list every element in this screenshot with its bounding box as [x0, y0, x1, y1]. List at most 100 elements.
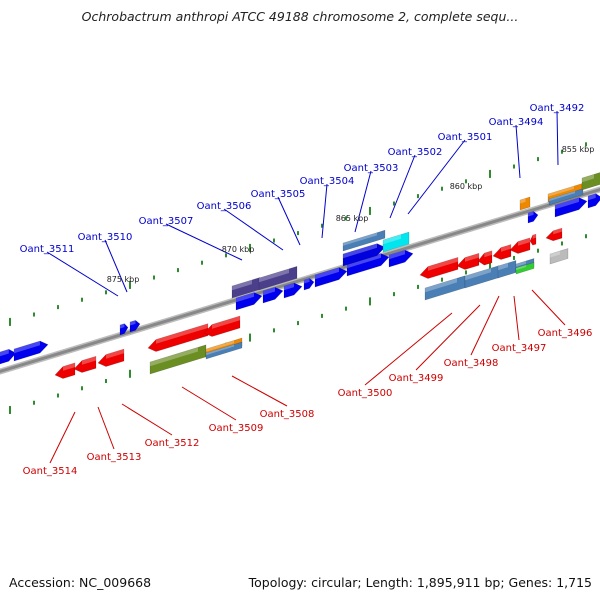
callout-oant-3510[interactable]: Oant_3510: [78, 232, 133, 293]
gene-label[interactable]: Oant_3497: [492, 343, 547, 354]
kbp-label: 855 kbp: [562, 145, 595, 154]
feature-forward[interactable]: [554, 195, 588, 218]
tick-dot: [369, 297, 371, 306]
tick-dot: [465, 179, 467, 184]
kbp-label: 865 kbp: [336, 214, 369, 223]
tick-dot: [441, 186, 443, 191]
gene-callouts: Oant_3511Oant_3510Oant_3507Oant_3506Oant…: [20, 103, 593, 477]
gene-label[interactable]: Oant_3499: [389, 373, 444, 384]
feature-reverse[interactable]: [477, 250, 493, 267]
callout-oant-3512[interactable]: Oant_3512: [121, 403, 200, 449]
feature-forward[interactable]: [262, 285, 284, 304]
callout-oant-3496[interactable]: Oant_3496: [531, 289, 593, 339]
tick-dot: [537, 248, 539, 253]
feature-reverse[interactable]: [419, 257, 459, 281]
feature-rna[interactable]: [382, 231, 410, 253]
gene-label[interactable]: Oant_3503: [344, 163, 399, 174]
feature-reverse[interactable]: [203, 315, 241, 339]
feature-reverse[interactable]: [492, 244, 512, 262]
callout-oant-3499[interactable]: Oant_3499: [389, 304, 481, 384]
feature-forward[interactable]: [342, 241, 386, 267]
tick-dot: [225, 253, 227, 258]
feature-rna[interactable]: [549, 248, 569, 265]
feature-rna[interactable]: [205, 341, 243, 360]
gene-label[interactable]: Oant_3509: [209, 423, 264, 434]
gene-label[interactable]: Oant_3504: [300, 176, 355, 187]
tick-dot: [321, 313, 323, 318]
gene-label[interactable]: Oant_3502: [388, 147, 443, 158]
gene-label[interactable]: Oant_3514: [23, 466, 78, 477]
feature-forward[interactable]: [119, 323, 129, 336]
feature-forward[interactable]: [235, 290, 263, 311]
tick-dot: [105, 290, 107, 295]
gene-label[interactable]: Oant_3494: [489, 117, 544, 128]
gene-label[interactable]: Oant_3496: [538, 328, 593, 339]
callout-oant-3503[interactable]: Oant_3503: [344, 163, 399, 233]
feature-forward[interactable]: [527, 210, 539, 224]
feature-rna[interactable]: [519, 196, 531, 211]
callout-oant-3505[interactable]: Oant_3505: [251, 189, 306, 246]
feature-forward[interactable]: [283, 280, 303, 299]
tick-dot: [81, 386, 83, 391]
feature-reverse[interactable]: [529, 233, 537, 246]
callout-oant-3492[interactable]: Oant_3492: [530, 103, 585, 166]
feature-forward[interactable]: [13, 339, 49, 362]
callout-oant-3511[interactable]: Oant_3511: [20, 244, 119, 297]
feature-forward[interactable]: [303, 277, 315, 291]
callout-oant-3494[interactable]: Oant_3494: [489, 117, 544, 179]
tick-dot: [513, 255, 515, 260]
callout-oant-3501[interactable]: Oant_3501: [407, 132, 493, 215]
tick-dot: [417, 284, 419, 289]
tick-dot: [321, 223, 323, 228]
feature-reverse[interactable]: [509, 237, 531, 256]
gene-label[interactable]: Oant_3507: [139, 216, 194, 227]
feature-rna[interactable]: [581, 171, 600, 191]
feature-forward[interactable]: [0, 347, 17, 365]
gene-label[interactable]: Oant_3500: [338, 388, 393, 399]
gene-label[interactable]: Oant_3510: [78, 232, 133, 243]
callout-oant-3508[interactable]: Oant_3508: [231, 375, 315, 420]
feature-rna[interactable]: [258, 266, 298, 291]
feature-reverse[interactable]: [54, 362, 76, 381]
feature-reverse[interactable]: [545, 227, 563, 243]
callout-oant-3509[interactable]: Oant_3509: [181, 386, 264, 434]
gene-label[interactable]: Oant_3511: [20, 244, 75, 255]
callout-oant-3506[interactable]: Oant_3506: [197, 201, 284, 251]
feature-rna[interactable]: [342, 229, 386, 252]
gene-label[interactable]: Oant_3513: [87, 452, 142, 463]
feature-forward[interactable]: [587, 192, 600, 209]
gene-label[interactable]: Oant_3498: [444, 358, 499, 369]
feature-reverse[interactable]: [456, 252, 480, 272]
gene-label[interactable]: Oant_3506: [197, 201, 252, 212]
tick-dot: [561, 241, 563, 246]
gene-label[interactable]: Oant_3505: [251, 189, 306, 200]
feature-rna[interactable]: [497, 260, 517, 279]
gene-label[interactable]: Oant_3508: [260, 409, 315, 420]
feature-reverse[interactable]: [97, 348, 125, 369]
gene-label[interactable]: Oant_3512: [145, 438, 200, 449]
feature-rna[interactable]: [515, 262, 535, 275]
callout-oant-3504[interactable]: Oant_3504: [300, 176, 355, 239]
callout-oant-3497[interactable]: Oant_3497: [492, 295, 547, 354]
feature-rna[interactable]: [464, 265, 500, 289]
tick-dot: [441, 277, 443, 282]
callout-oant-3514[interactable]: Oant_3514: [23, 411, 78, 477]
tick-dot: [345, 216, 347, 221]
tick-dot: [513, 164, 515, 169]
feature-rna[interactable]: [548, 188, 584, 206]
feature-reverse[interactable]: [147, 323, 209, 354]
callout-oant-3500[interactable]: Oant_3500: [338, 312, 453, 399]
gene-label[interactable]: Oant_3492: [530, 103, 585, 114]
callout-oant-3498[interactable]: Oant_3498: [444, 295, 500, 369]
tick-dot: [249, 333, 251, 342]
callout-oant-3502[interactable]: Oant_3502: [388, 147, 443, 219]
chromosome-backbone: [0, 186, 600, 375]
gene-label[interactable]: Oant_3501: [438, 132, 493, 143]
feature-forward[interactable]: [314, 265, 348, 288]
callout-oant-3513[interactable]: Oant_3513: [87, 406, 142, 463]
callout-oant-3507[interactable]: Oant_3507: [139, 216, 243, 261]
feature-forward[interactable]: [388, 248, 414, 268]
feature-forward[interactable]: [129, 319, 141, 333]
feature-rna[interactable]: [424, 275, 466, 301]
feature-reverse[interactable]: [73, 355, 97, 375]
